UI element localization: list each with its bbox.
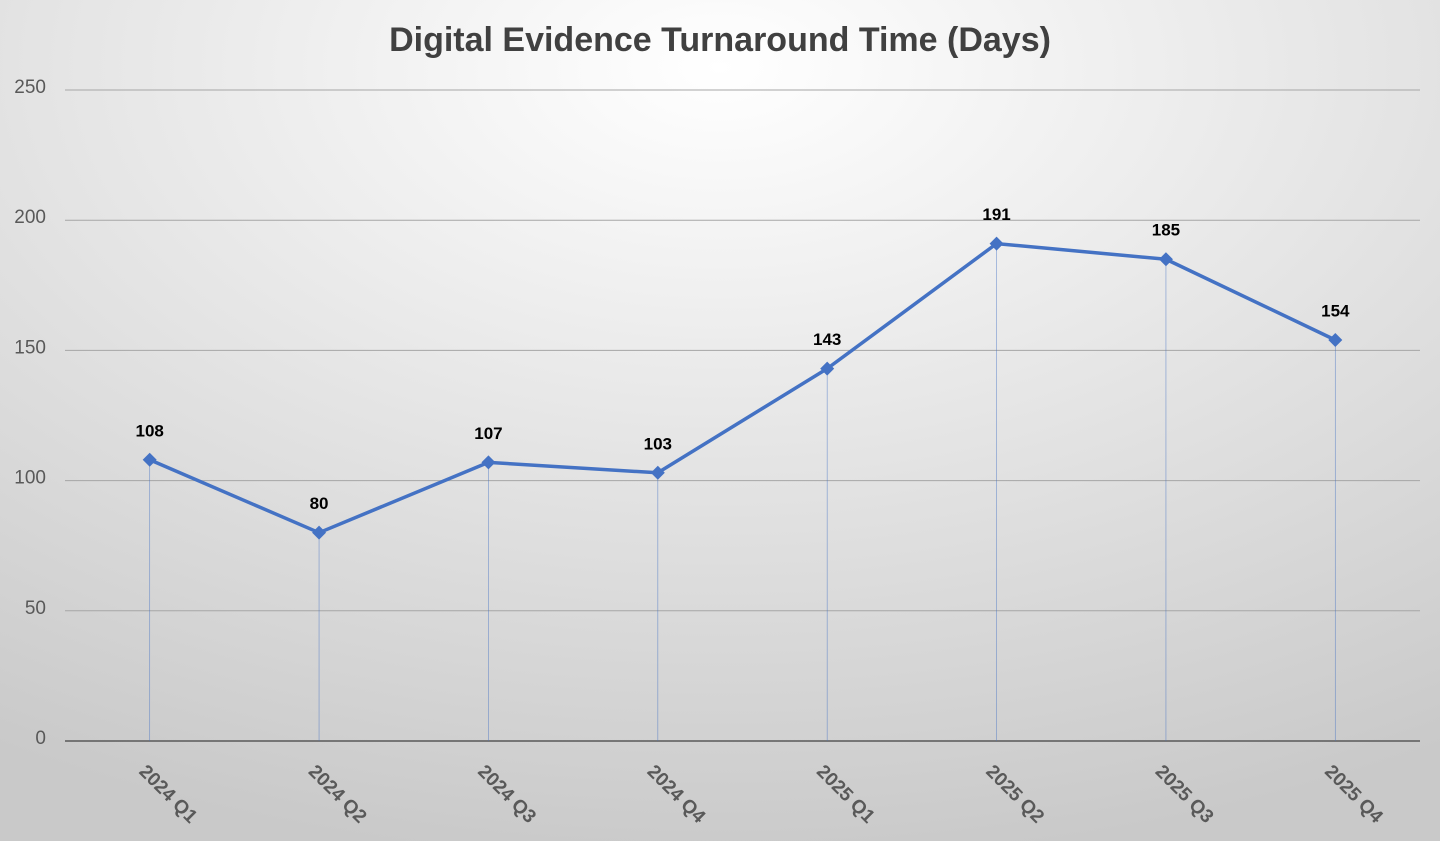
marker [142, 452, 157, 467]
line [148, 241, 1337, 535]
data-label: 80 [310, 494, 329, 513]
data-label: 103 [644, 434, 672, 453]
data-label: 191 [982, 205, 1010, 224]
marker [989, 236, 1004, 251]
marker [1158, 252, 1173, 267]
marker [650, 465, 665, 480]
marker [481, 455, 496, 470]
data-label: 107 [474, 424, 502, 443]
y-tick-label: 250 [14, 77, 46, 98]
chart-title: Digital Evidence Turnaround Time (Days) [389, 21, 1051, 59]
marker [312, 525, 327, 540]
marker [1328, 332, 1343, 347]
data-label: 108 [136, 421, 164, 440]
data-label: 143 [813, 330, 841, 349]
y-tick-label: 100 [14, 468, 46, 489]
y-tick-label: 0 [35, 728, 46, 749]
data-label: 154 [1321, 301, 1350, 320]
y-tick-label: 150 [14, 337, 46, 358]
y-tick-label: 50 [25, 598, 46, 619]
data-label: 185 [1152, 221, 1180, 240]
marker [820, 361, 835, 376]
y-tick-label: 200 [14, 207, 46, 228]
